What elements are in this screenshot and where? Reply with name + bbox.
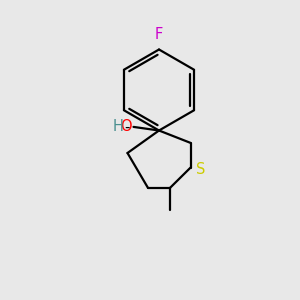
- Text: O: O: [120, 119, 132, 134]
- Text: -: -: [124, 119, 129, 134]
- Text: S: S: [196, 162, 205, 177]
- Text: F: F: [155, 27, 163, 42]
- Text: H: H: [112, 119, 123, 134]
